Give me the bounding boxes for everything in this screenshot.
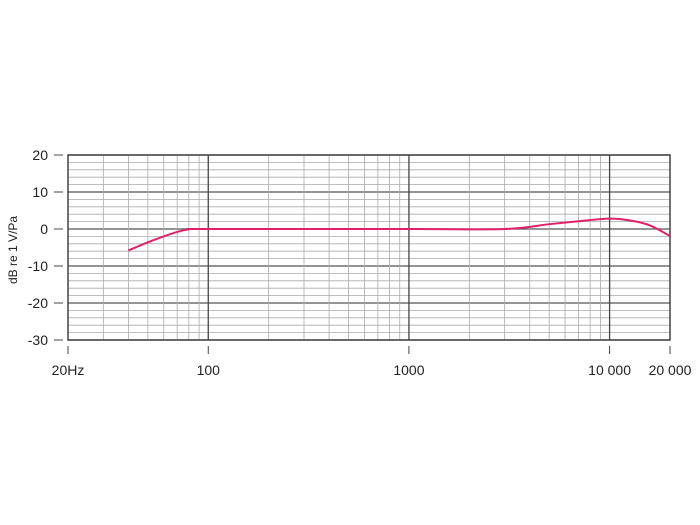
- x-tick-label: 20 000: [649, 362, 692, 378]
- plot-frame: [67, 154, 671, 341]
- series-line: [128, 217, 671, 252]
- x-tick-label: 1000: [393, 362, 424, 378]
- grid: [67, 154, 671, 341]
- y-tick-label: -30: [28, 332, 48, 348]
- y-tick-label: 10: [32, 184, 48, 200]
- x-tick-label: 20Hz: [52, 362, 85, 378]
- y-tick-label: -10: [28, 258, 48, 274]
- x-tick-label: 10 000: [588, 362, 631, 378]
- y-tick-label: 20: [32, 147, 48, 163]
- y-tick-label: 0: [40, 221, 48, 237]
- y-axis-label: dB re 1 V/Pa: [6, 216, 20, 284]
- x-tick-label: 100: [197, 362, 221, 378]
- y-tick-label: -20: [28, 295, 48, 311]
